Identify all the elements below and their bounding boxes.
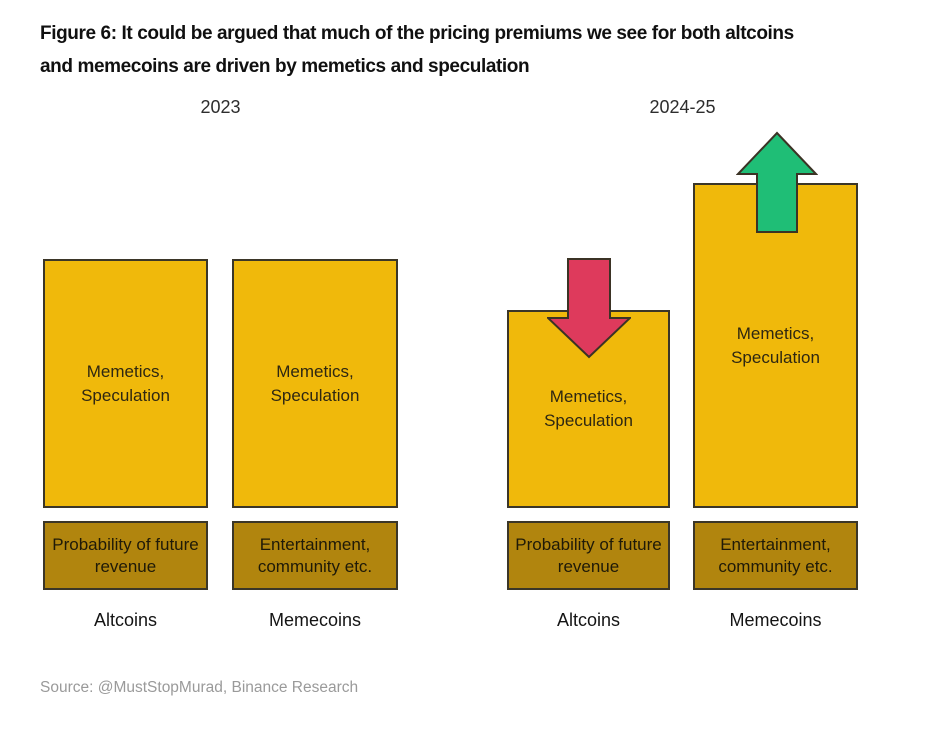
category-label-memecoins-2023: Memecoins xyxy=(268,610,362,630)
bar-2024-memecoins-base-segment: Entertainment, community etc. xyxy=(693,521,858,590)
group-label-2023: 2023 xyxy=(200,97,241,117)
up-arrow-icon xyxy=(736,131,818,233)
bar-2023-memecoins-base-segment: Entertainment, community etc. xyxy=(232,521,398,590)
segment-label: Entertainment, community etc. xyxy=(718,534,833,576)
segment-label: Memetics, Speculation xyxy=(81,361,170,405)
segment-label: Entertainment, community etc. xyxy=(257,534,373,576)
segment-label: Memetics, Speculation xyxy=(544,387,633,430)
down-arrow-icon xyxy=(547,258,631,359)
bar-2023-altcoins-memetics-segment: Memetics, Speculation xyxy=(43,259,208,508)
bar-2023-altcoins-base-segment: Probability of future revenue xyxy=(43,521,208,590)
figure-title-line-1: Figure 6: It could be argued that much o… xyxy=(40,23,794,44)
segment-label: Probability of future revenue xyxy=(52,534,199,576)
category-label-altcoins-2023: Altcoins xyxy=(93,610,158,630)
segment-label: Memetics, Speculation xyxy=(270,361,360,405)
segment-label: Memetics, Speculation xyxy=(731,323,820,367)
bar-2023-memecoins-memetics-segment: Memetics, Speculation xyxy=(232,259,398,508)
figure-title: Figure 6: It could be argued that much o… xyxy=(40,17,930,83)
bar-2024-memecoins-memetics-segment: Memetics, Speculation xyxy=(693,183,858,508)
figure-title-line-2: and memecoins are driven by memetics and… xyxy=(40,56,530,77)
segment-label: Probability of future revenue xyxy=(515,534,662,576)
category-label-altcoins-2024: Altcoins xyxy=(556,610,621,630)
group-label-2024-25: 2024-25 xyxy=(649,97,716,117)
bar-2024-altcoins-base-segment: Probability of future revenue xyxy=(507,521,670,590)
source-caption: Source: @MustStopMurad, Binance Research xyxy=(40,679,359,696)
category-label-memecoins-2024: Memecoins xyxy=(729,610,822,630)
